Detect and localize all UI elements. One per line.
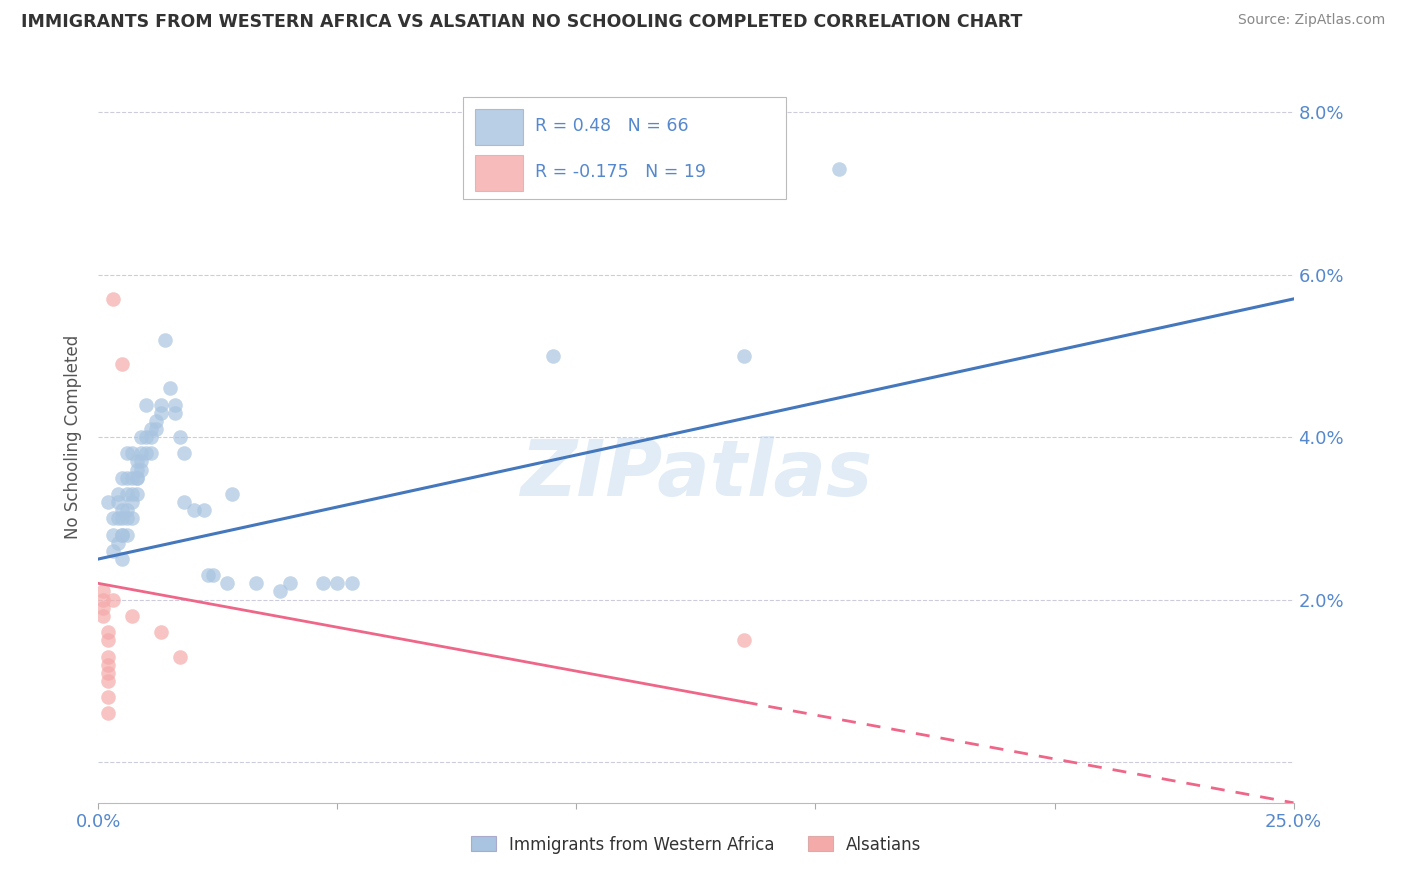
Point xyxy=(101,527,124,541)
Point xyxy=(139,430,162,444)
Point xyxy=(125,462,148,476)
Point xyxy=(312,576,335,591)
Point xyxy=(163,406,186,420)
Point xyxy=(269,584,291,599)
Text: IMMIGRANTS FROM WESTERN AFRICA VS ALSATIAN NO SCHOOLING COMPLETED CORRELATION CH: IMMIGRANTS FROM WESTERN AFRICA VS ALSATI… xyxy=(21,13,1022,31)
Point xyxy=(139,446,162,460)
Point xyxy=(135,398,157,412)
Point xyxy=(115,527,138,541)
Point xyxy=(101,544,124,558)
Point xyxy=(125,471,148,485)
Point xyxy=(97,625,120,640)
Point xyxy=(111,552,134,566)
Point xyxy=(111,503,134,517)
Point xyxy=(121,608,143,623)
Point xyxy=(115,446,138,460)
Point xyxy=(278,576,301,591)
Point xyxy=(91,600,114,615)
Point xyxy=(169,649,191,664)
Point xyxy=(828,161,851,176)
Point xyxy=(149,398,172,412)
Point xyxy=(131,454,153,468)
Point xyxy=(101,511,124,525)
Point xyxy=(121,487,143,501)
Point xyxy=(111,471,134,485)
Point xyxy=(125,454,148,468)
FancyBboxPatch shape xyxy=(475,155,523,191)
Point xyxy=(149,625,172,640)
FancyBboxPatch shape xyxy=(463,97,786,200)
Y-axis label: No Schooling Completed: No Schooling Completed xyxy=(65,335,83,539)
Text: ZIPatlas: ZIPatlas xyxy=(520,435,872,512)
Point xyxy=(139,422,162,436)
Point xyxy=(145,414,167,428)
Point xyxy=(193,503,215,517)
Point xyxy=(173,446,195,460)
Point xyxy=(97,649,120,664)
Point xyxy=(97,665,120,680)
Point xyxy=(733,349,755,363)
Point xyxy=(97,706,120,721)
Point xyxy=(131,462,153,476)
Point xyxy=(91,608,114,623)
Point xyxy=(91,592,114,607)
Point xyxy=(131,446,153,460)
Point xyxy=(149,406,172,420)
Point xyxy=(326,576,349,591)
Point xyxy=(91,584,114,599)
Point xyxy=(733,633,755,648)
Point xyxy=(97,690,120,705)
Point xyxy=(101,292,124,306)
Legend: Immigrants from Western Africa, Alsatians: Immigrants from Western Africa, Alsatian… xyxy=(464,829,928,860)
Point xyxy=(107,495,129,509)
Point xyxy=(97,633,120,648)
Point xyxy=(183,503,205,517)
Point xyxy=(107,535,129,549)
Point xyxy=(245,576,267,591)
Point xyxy=(340,576,363,591)
Point xyxy=(135,446,157,460)
Point xyxy=(115,471,138,485)
Point xyxy=(173,495,195,509)
Point xyxy=(111,511,134,525)
Point xyxy=(125,487,148,501)
Point xyxy=(115,503,138,517)
Point xyxy=(221,487,243,501)
Point xyxy=(197,568,219,582)
Point xyxy=(107,487,129,501)
Point xyxy=(97,657,120,672)
Point xyxy=(107,511,129,525)
Point xyxy=(121,446,143,460)
Text: R = -0.175   N = 19: R = -0.175 N = 19 xyxy=(534,163,706,181)
Point xyxy=(155,333,177,347)
Point xyxy=(163,398,186,412)
Point xyxy=(101,592,124,607)
Point xyxy=(111,527,134,541)
Point xyxy=(121,495,143,509)
Point xyxy=(125,471,148,485)
Point xyxy=(115,511,138,525)
Point xyxy=(135,430,157,444)
Text: Source: ZipAtlas.com: Source: ZipAtlas.com xyxy=(1237,13,1385,28)
Point xyxy=(111,527,134,541)
Point xyxy=(121,471,143,485)
Point xyxy=(97,673,120,688)
FancyBboxPatch shape xyxy=(475,110,523,145)
Point xyxy=(217,576,239,591)
Point xyxy=(159,381,181,395)
Point xyxy=(121,511,143,525)
Point xyxy=(541,349,564,363)
Text: R = 0.48   N = 66: R = 0.48 N = 66 xyxy=(534,117,689,136)
Point xyxy=(145,422,167,436)
Point xyxy=(131,430,153,444)
Point xyxy=(202,568,225,582)
Point xyxy=(115,487,138,501)
Point xyxy=(111,357,134,371)
Point xyxy=(97,495,120,509)
Point xyxy=(169,430,191,444)
